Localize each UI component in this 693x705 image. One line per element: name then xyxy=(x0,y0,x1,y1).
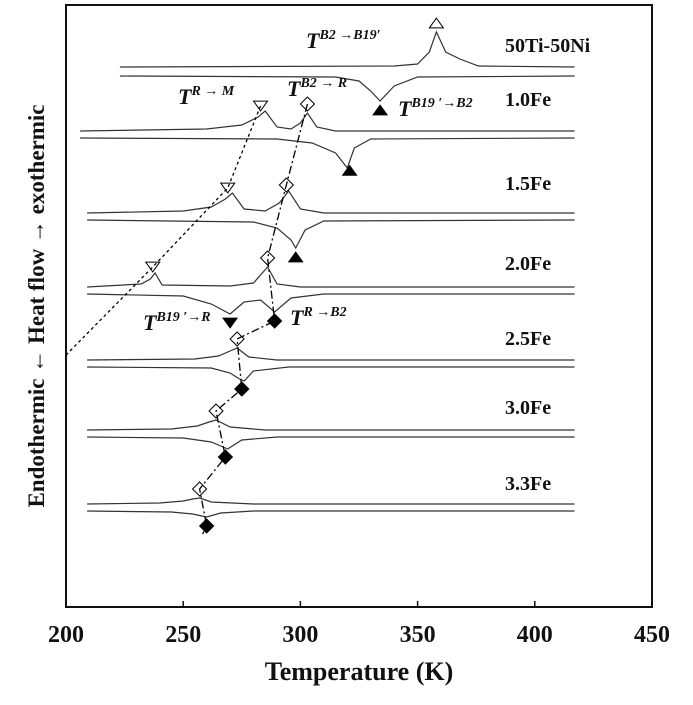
annotation-base: T xyxy=(287,76,302,101)
annotation: TB2 → R xyxy=(287,76,347,101)
transition-marker xyxy=(341,164,358,176)
sample-label: 2.0Fe xyxy=(505,253,551,275)
transition-marker xyxy=(266,313,283,329)
x-tick-label: 200 xyxy=(48,622,84,648)
cooling-trace xyxy=(87,419,575,431)
annotation-base: T xyxy=(178,84,193,109)
annotation-base: T xyxy=(398,96,413,121)
annotation-sup: B19 ′→B2 xyxy=(410,96,472,111)
annotation: TB19 ′→B2 xyxy=(398,96,473,121)
trend-line xyxy=(65,105,262,356)
heating-trace xyxy=(119,75,575,102)
cooling-trace xyxy=(80,110,575,132)
transition-marker xyxy=(222,317,239,329)
sample-label: 3.0Fe xyxy=(505,397,551,419)
annotation-base: T xyxy=(143,310,158,335)
annotation: TR →B2 xyxy=(290,305,347,330)
cooling-trace xyxy=(119,30,575,68)
heating-trace xyxy=(87,219,575,250)
trend-line xyxy=(198,103,309,535)
plot-frame xyxy=(65,4,653,608)
heating-trace xyxy=(87,366,575,382)
cooling-trace xyxy=(87,347,575,361)
annotation-sup: B2 → R xyxy=(299,76,347,91)
annotation: TB2 →B19′ xyxy=(306,28,381,53)
annotation-sup: B2 →B19′ xyxy=(318,28,380,43)
transition-marker xyxy=(219,182,236,194)
cooling-trace xyxy=(87,497,575,505)
annotation-sup: R →B2 xyxy=(302,305,346,320)
transition-marker xyxy=(198,518,215,534)
transition-marker xyxy=(234,381,250,397)
x-axis-label: Temperature (K) xyxy=(265,657,453,686)
annotation: TB19 ′→R xyxy=(143,310,211,335)
x-tick-label: 400 xyxy=(517,622,553,648)
heating-trace xyxy=(87,510,575,518)
x-tick-label: 450 xyxy=(634,622,670,648)
sample-label: 2.5Fe xyxy=(505,328,551,350)
y-axis-label: Endothermic ← Heat flow → exothermic xyxy=(24,104,49,507)
annotation: TR → M xyxy=(178,84,235,109)
heating-trace xyxy=(80,137,575,170)
transition-marker xyxy=(259,250,276,266)
transition-marker xyxy=(428,17,445,29)
x-tick-label: 250 xyxy=(165,622,201,648)
x-tick-label: 350 xyxy=(400,622,436,648)
annotation-sup: R → M xyxy=(190,84,234,99)
annotation-base: T xyxy=(306,28,321,53)
transition-marker xyxy=(372,104,389,116)
annotation-sup: B19 ′→R xyxy=(155,310,210,325)
sample-label: 1.0Fe xyxy=(505,89,551,111)
transition-marker xyxy=(144,261,161,273)
cooling-trace xyxy=(87,265,575,288)
annotation-base: T xyxy=(290,305,305,330)
transition-marker xyxy=(287,251,304,263)
sample-label: 50Ti-50Ni xyxy=(505,35,591,57)
heating-trace xyxy=(87,293,575,315)
heating-trace xyxy=(87,436,575,450)
x-tick-label: 300 xyxy=(282,622,318,648)
cooling-trace xyxy=(87,189,575,214)
sample-label: 1.5Fe xyxy=(505,173,551,195)
sample-label: 3.3Fe xyxy=(505,473,551,495)
